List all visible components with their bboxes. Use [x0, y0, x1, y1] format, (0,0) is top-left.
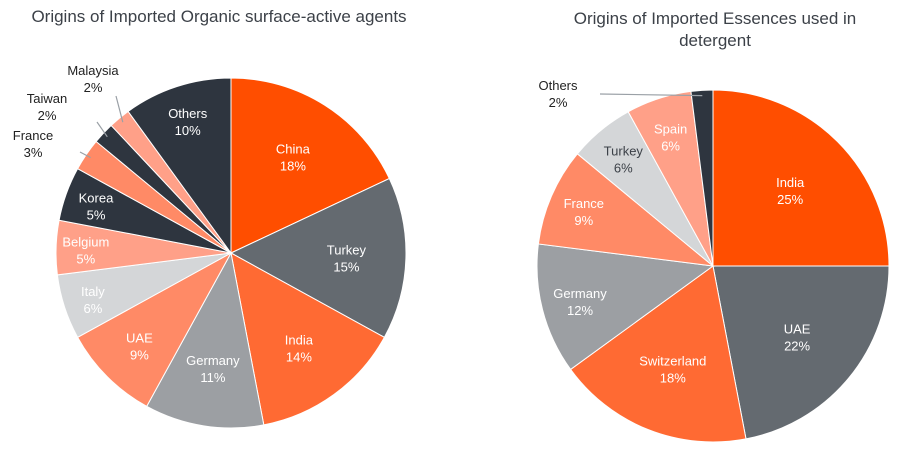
slice-value-france: 3% — [24, 145, 43, 160]
leader-line-others — [599, 93, 703, 97]
leader-line-malaysia — [115, 95, 124, 123]
pie-chart: China 18% Turkey 15% India 14% Germany 11% UAE 9%… — [13, 63, 407, 429]
pie-slice-switzerland — [569, 265, 747, 443]
slice-label-uae: UAE — [126, 331, 153, 346]
slice-label-china: China — [276, 142, 311, 157]
pie-slice-china — [230, 77, 391, 254]
slice-value-switzerland: 18% — [660, 371, 686, 386]
chart-title: Origins of Imported Essences used in det… — [573, 9, 857, 50]
chart-title: Origins of Imported Organic surface-acti… — [31, 7, 407, 26]
pie-slice-others — [127, 77, 232, 255]
slice-value-germany: 11% — [200, 370, 225, 385]
pie-slice-india — [230, 252, 386, 426]
slice-value-italy: 6% — [84, 301, 103, 316]
slice-value-korea: 5% — [87, 207, 106, 222]
slice-label-turkey: Turkey — [327, 243, 367, 258]
slice-label-switzerland: Switzerland — [639, 354, 706, 369]
slice-value-turkey: 15% — [333, 260, 359, 275]
slice-label-others: Others — [168, 106, 208, 121]
slice-label-france: France — [564, 196, 604, 211]
pie-slice-germany — [146, 251, 265, 429]
slice-label-taiwan: Taiwan — [27, 91, 67, 106]
pie-chart: India 25% UAE 22% Switzerland 18% Germany 12% Fr… — [536, 78, 890, 443]
slice-label-turkey: Turkey — [604, 144, 644, 159]
pie-slice-uae — [76, 251, 233, 408]
slice-value-belgium: 5% — [76, 251, 95, 266]
slice-label-france: France — [13, 128, 53, 143]
slice-value-uae: 22% — [784, 339, 810, 354]
slice-value-taiwan: 2% — [38, 108, 57, 123]
slice-label-belgium: Belgium — [62, 234, 109, 249]
leader-line-france — [79, 151, 91, 159]
pie-slice-others — [690, 89, 714, 267]
pie-slice-uae — [712, 265, 890, 440]
pie-slice-france — [537, 153, 715, 267]
pie-slice-india — [712, 89, 890, 267]
slice-value-france: 9% — [574, 213, 593, 228]
slice-label-uae: UAE — [784, 322, 811, 337]
slice-value-others: 2% — [549, 95, 568, 110]
leader-line-taiwan — [96, 121, 108, 138]
slice-value-uae: 9% — [130, 348, 149, 363]
slice-value-china: 18% — [280, 159, 306, 174]
slice-value-others: 10% — [175, 123, 201, 138]
slice-label-others: Others — [538, 78, 578, 93]
slice-label-germany: Germany — [553, 286, 607, 301]
slice-value-malaysia: 2% — [84, 80, 103, 95]
slice-label-germany: Germany — [186, 353, 240, 368]
slice-label-spain: Spain — [654, 121, 687, 136]
slice-value-germany: 12% — [567, 303, 593, 318]
slice-value-spain: 6% — [661, 138, 680, 153]
slice-label-korea: Korea — [79, 190, 114, 205]
chart-surface-active-agents: Origins of Imported Organic surface-acti… — [13, 7, 407, 429]
pie-slice-turkey — [229, 177, 407, 338]
slice-label-italy: Italy — [81, 284, 105, 299]
slice-value-india: 25% — [777, 192, 803, 207]
slice-label-india: India — [285, 332, 314, 347]
pie-slice-germany — [536, 243, 715, 371]
slice-label-malaysia: Malaysia — [67, 63, 119, 78]
slice-value-turkey: 6% — [614, 161, 633, 176]
slice-label-india: India — [776, 175, 805, 190]
chart-essences: Origins of Imported Essences used in det… — [450, 0, 900, 456]
slice-value-india: 14% — [286, 349, 312, 364]
